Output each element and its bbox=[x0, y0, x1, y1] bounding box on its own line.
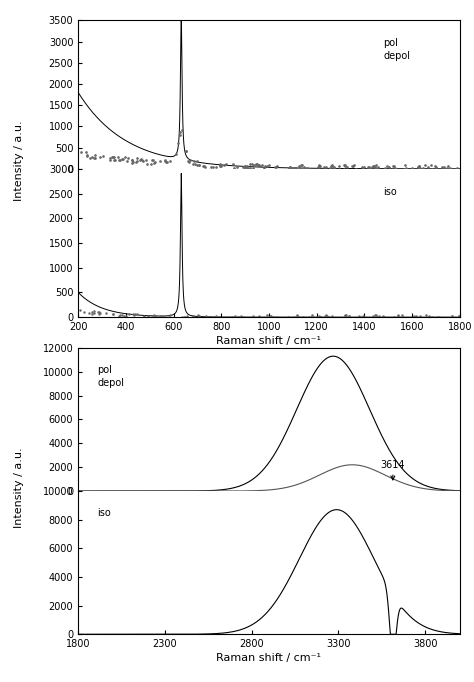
Text: pol
depol: pol depol bbox=[97, 365, 124, 388]
Text: Intensity / a.u.: Intensity / a.u. bbox=[14, 120, 24, 201]
Text: iso: iso bbox=[383, 187, 397, 196]
Text: Intensity / a.u.: Intensity / a.u. bbox=[14, 447, 24, 528]
X-axis label: Raman shift / cm⁻¹: Raman shift / cm⁻¹ bbox=[217, 653, 321, 664]
X-axis label: Raman shift / cm⁻¹: Raman shift / cm⁻¹ bbox=[217, 336, 321, 346]
Text: pol
depol: pol depol bbox=[383, 38, 410, 61]
Text: iso: iso bbox=[97, 508, 111, 518]
Text: 3614: 3614 bbox=[381, 460, 405, 480]
